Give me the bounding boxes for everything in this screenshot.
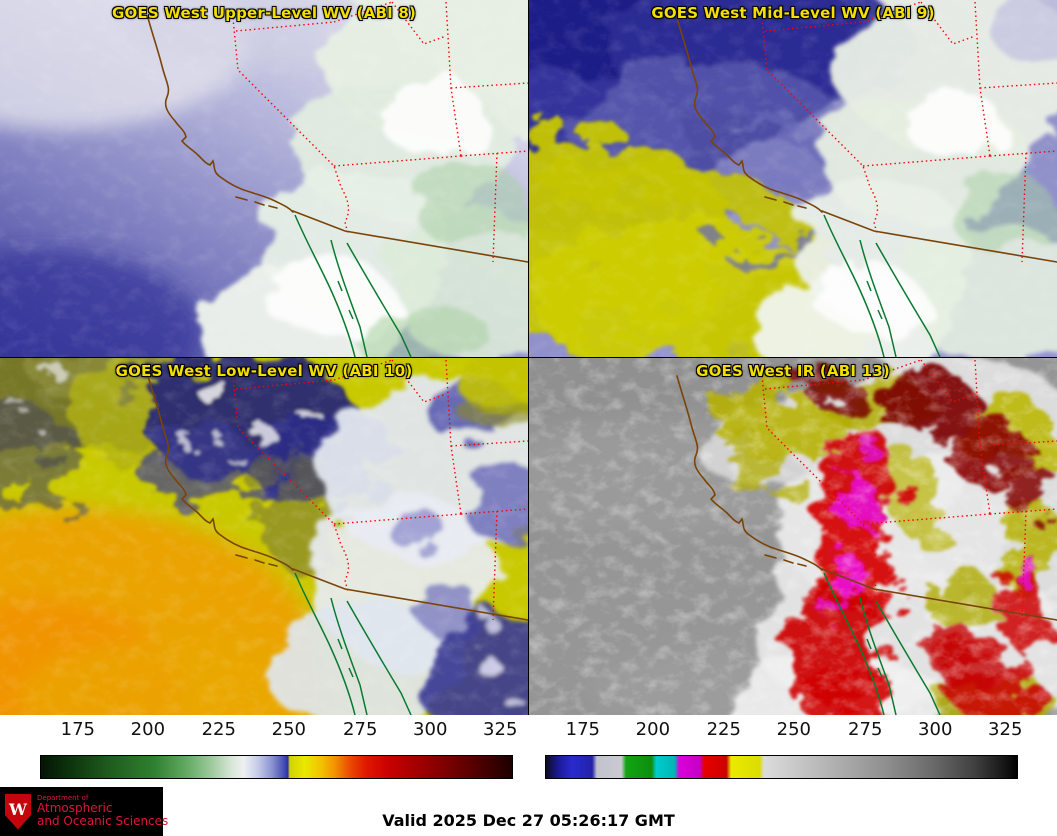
ir-tick-label: 225 (706, 719, 741, 740)
crest-letter: W (9, 799, 27, 819)
wv-tick-label: 175 (60, 719, 96, 740)
logo-text: Department of Atmospheric and Oceanic Sc… (37, 793, 169, 829)
valid-time: Valid 2025 Dec 27 05:26:17 GMT (382, 811, 675, 830)
ir-tick-label: 325 (988, 719, 1023, 740)
ir-colorbar-gradient (545, 755, 1018, 779)
wv-tick-label: 250 (271, 719, 306, 740)
ir-tick-label: 275 (848, 719, 883, 740)
panel-mid-level-wv: GOES West Mid-Level WV (ABI 9) (529, 0, 1057, 357)
satellite-image-ir (529, 358, 1057, 715)
logo-line2: and Oceanic Sciences (37, 814, 169, 829)
panel-title-upper-wv: GOES West Upper-Level WV (ABI 8) (111, 4, 417, 22)
panel-title-low-wv: GOES West Low-Level WV (ABI 10) (115, 362, 413, 380)
wv-colorbar-gradient (40, 755, 513, 779)
panel-ir: GOES West IR (ABI 13) (529, 358, 1057, 715)
wv-tick-label: 200 (130, 719, 166, 740)
ir-tick-label: 200 (635, 719, 671, 740)
ir-tick-label: 175 (565, 719, 601, 740)
ir-tick-label: 250 (776, 719, 811, 740)
wv-tick-label: 300 (413, 719, 448, 740)
wv-tick-label: 225 (201, 719, 236, 740)
satellite-panel-grid: GOES West Upper-Level WV (ABI 8) (0, 0, 1057, 715)
satellite-image-upper-wv (0, 0, 528, 357)
wv-colorbar: 175 200 225 250 275 300 325 (40, 715, 518, 781)
panel-upper-level-wv: GOES West Upper-Level WV (ABI 8) (0, 0, 528, 357)
ir-colorbar: 175 200 225 250 275 300 325 (545, 715, 1023, 781)
satellite-image-low-wv (0, 358, 528, 715)
satellite-image-mid-wv (529, 0, 1057, 357)
logo-line1: Atmospheric (37, 801, 113, 816)
ir-tick-label: 300 (918, 719, 953, 740)
panel-title-ir: GOES West IR (ABI 13) (696, 362, 890, 380)
wv-tick-label: 275 (343, 719, 378, 740)
wv-tick-label: 325 (483, 719, 518, 740)
logo-dept-label: Department of (37, 793, 89, 802)
uw-aos-logo: W Department of Atmospheric and Oceanic … (0, 787, 168, 836)
ir-colorbar-ticks: 175 200 225 250 275 300 325 (545, 715, 1023, 742)
panel-title-mid-wv: GOES West Mid-Level WV (ABI 9) (651, 4, 935, 22)
panel-low-level-wv: GOES West Low-Level WV (ABI 10) (0, 358, 528, 715)
wv-colorbar-ticks: 175 200 225 250 275 300 325 (40, 715, 518, 742)
